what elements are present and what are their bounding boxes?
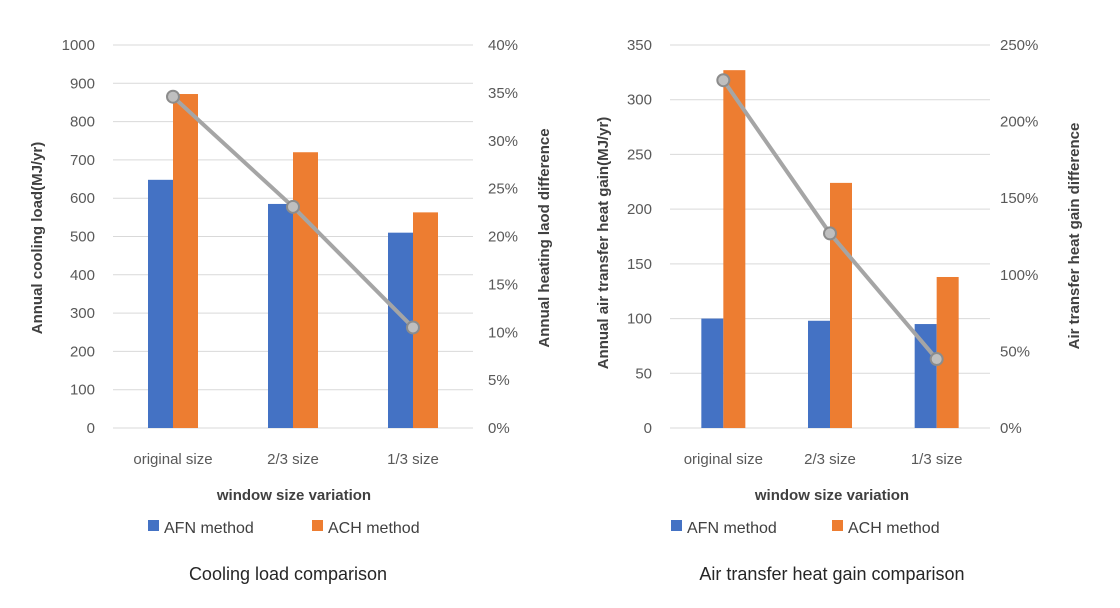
air-y2-tick-label: 100% — [1000, 267, 1038, 284]
air-legend: AFN method ACH method — [671, 520, 940, 537]
cooling-y2-tick-label: 10% — [488, 324, 518, 341]
air-x-tick-label: 2/3 size — [804, 451, 856, 468]
cooling-y2-tick-label: 40% — [488, 37, 518, 54]
air-bars — [701, 70, 959, 428]
cooling-x-axis-ticks: original size 2/3 size 1/3 size — [133, 451, 438, 468]
cooling-y-tick-label: 700 — [70, 152, 95, 169]
air-bar-afn — [701, 318, 724, 428]
cooling-bar-ach — [413, 212, 438, 428]
air-difference-point — [716, 73, 731, 88]
air-y2-axis-ticks: 0% 50% 100% 150% 200% 250% — [1000, 37, 1038, 437]
cooling-y-tick-label: 200 — [70, 343, 95, 360]
air-legend-afn-label: AFN method — [687, 520, 777, 537]
air-y2-tick-label: 200% — [1000, 114, 1038, 131]
air-difference-point — [823, 226, 837, 241]
air-difference-line — [716, 73, 944, 367]
cooling-y-tick-label: 500 — [70, 229, 95, 246]
cooling-y-tick-label: 800 — [70, 114, 95, 131]
air-legend-afn-swatch — [671, 520, 682, 531]
cooling-bar-afn — [268, 203, 293, 428]
cooling-y-tick-label: 900 — [70, 75, 95, 92]
cooling-y-tick-label: 100 — [70, 382, 95, 399]
cooling-y-tick-label: 400 — [70, 267, 95, 284]
cooling-bar-afn — [148, 179, 173, 428]
air-difference-point — [929, 352, 944, 367]
cooling-y-tick-label: 0 — [87, 420, 95, 437]
cooling-legend-ach-swatch — [312, 520, 323, 531]
cooling-x-tick-label: 2/3 size — [267, 451, 319, 468]
air-y2-tick-label: 0% — [1000, 420, 1022, 437]
cooling-y2-tick-label: 35% — [488, 85, 518, 102]
cooling-difference-line — [166, 89, 420, 335]
cooling-legend-afn-swatch — [148, 520, 159, 531]
cooling-y2-tick-label: 15% — [488, 276, 518, 293]
cooling-legend-ach-label: ACH method — [328, 520, 420, 537]
cooling-load-chart: 0 100 200 300 400 500 600 700 800 900 1000 0% 5% 10%… — [29, 37, 553, 584]
cooling-y2-tick-label: 0% — [488, 420, 510, 437]
cooling-bar-ach — [173, 94, 198, 429]
cooling-y-axis-ticks: 0 100 200 300 400 500 600 700 800 900 1000 — [62, 37, 95, 437]
air-x-tick-label: 1/3 size — [911, 451, 963, 468]
cooling-x-tick-label: original size — [133, 451, 212, 468]
air-x-axis-ticks: original size 2/3 size 1/3 size — [684, 451, 963, 468]
air-y-axis-ticks: 0 50 100 150 200 250 300 350 — [627, 37, 652, 437]
cooling-y2-tick-label: 5% — [488, 372, 510, 389]
cooling-y-axis-title: Annual cooling load(MJ/yr) — [29, 142, 46, 335]
air-y-tick-label: 0 — [644, 420, 652, 437]
air-legend-ach-label: ACH method — [848, 520, 940, 537]
air-y-tick-label: 100 — [627, 311, 652, 328]
cooling-caption: Cooling load comparison — [189, 564, 387, 584]
air-y-tick-label: 50 — [635, 365, 652, 382]
cooling-bars — [148, 94, 438, 429]
air-y2-tick-label: 50% — [1000, 343, 1030, 360]
cooling-difference-point — [286, 199, 300, 214]
air-y2-tick-label: 150% — [1000, 190, 1038, 207]
cooling-y2-axis-ticks: 0% 5% 10% 15% 20% 25% 30% 35% 40% — [488, 37, 518, 437]
cooling-legend: AFN method ACH method — [148, 520, 420, 537]
air-y2-axis-title: Air transfer heat gain difference — [1066, 123, 1083, 350]
air-y-axis-title: Annual air transfer heat gain(MJ/yr) — [595, 117, 612, 370]
cooling-y2-tick-label: 30% — [488, 133, 518, 150]
cooling-difference-point — [166, 89, 180, 104]
cooling-y2-tick-label: 25% — [488, 181, 518, 198]
air-bar-afn — [808, 320, 830, 428]
cooling-difference-point — [406, 320, 420, 335]
air-y-tick-label: 250 — [627, 146, 652, 163]
air-bar-ach — [936, 276, 959, 428]
air-transfer-chart: 0 50 100 150 200 250 300 350 0% 50% 100% 150% 200% 2… — [595, 37, 1083, 584]
air-y-tick-label: 350 — [627, 37, 652, 54]
cooling-x-tick-label: 1/3 size — [387, 451, 439, 468]
cooling-legend-afn-label: AFN method — [164, 520, 254, 537]
cooling-y-tick-label: 600 — [70, 190, 95, 207]
air-caption: Air transfer heat gain comparison — [699, 564, 964, 584]
air-legend-ach-swatch — [832, 520, 843, 531]
cooling-y2-tick-label: 20% — [488, 229, 518, 246]
air-y-tick-label: 200 — [627, 201, 652, 218]
air-bar-ach — [723, 70, 746, 428]
air-y-tick-label: 150 — [627, 256, 652, 273]
air-x-axis-title: window size variation — [754, 487, 909, 504]
cooling-y-tick-label: 300 — [70, 305, 95, 322]
cooling-x-axis-title: window size variation — [216, 487, 371, 504]
air-x-tick-label: original size — [684, 451, 763, 468]
air-y-tick-label: 300 — [627, 92, 652, 109]
cooling-y-tick-label: 1000 — [62, 37, 95, 54]
cooling-bar-ach — [293, 152, 318, 429]
air-bar-ach — [830, 182, 852, 428]
air-y2-tick-label: 250% — [1000, 37, 1038, 54]
cooling-y2-axis-title: Annual heating laod difference — [536, 128, 553, 347]
